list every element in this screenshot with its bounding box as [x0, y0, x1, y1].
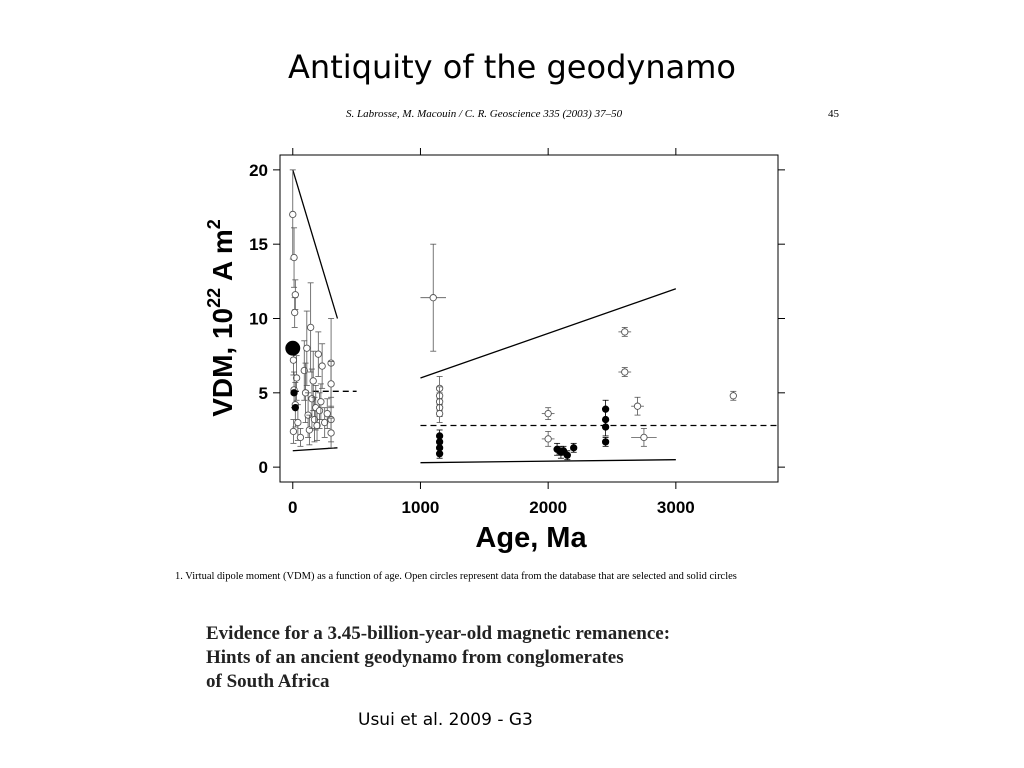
- open-data-point: [289, 356, 298, 364]
- y-tick-label: 10: [249, 310, 268, 329]
- open-data-point: [640, 433, 648, 442]
- open-data-point: [294, 418, 302, 427]
- solid-data-point: [601, 438, 610, 446]
- envelope-line: [292, 447, 338, 452]
- paper-title-line: Evidence for a 3.45-billion-year-old mag…: [206, 623, 671, 644]
- chart-points: [285, 169, 737, 461]
- y-tick-label: 0: [259, 458, 268, 477]
- chart-axes: 0 1000 2000 3000 0 5 10 15 20: [249, 148, 785, 517]
- open-data-point: [289, 210, 297, 219]
- figure-caption: 1. Virtual dipole moment (VDM) as a func…: [175, 571, 737, 582]
- y-axis-label-unit-exponent: 2: [204, 219, 224, 229]
- y-axis-label-exponent: 22: [204, 288, 224, 308]
- open-data-point: [633, 402, 642, 410]
- paper-title-line: of South Africa: [206, 671, 330, 692]
- y-axis-label: VDM, 1022 A m2: [204, 219, 238, 417]
- open-data-point: [296, 433, 305, 442]
- open-data-point: [544, 435, 552, 443]
- y-axis-label-unit: A m: [207, 229, 238, 288]
- envelope-line: [420, 288, 677, 379]
- open-data-point: [306, 323, 315, 332]
- x-axis-label: Age, Ma: [475, 522, 587, 554]
- open-data-point: [315, 407, 324, 415]
- paper-header-citation: S. Labrosse, M. Macouin / C. R. Geoscien…: [346, 108, 623, 120]
- solid-data-point: [601, 423, 610, 431]
- y-tick-label: 15: [249, 235, 268, 254]
- y-tick-label: 20: [249, 161, 268, 180]
- open-data-point: [729, 392, 737, 400]
- envelope-line: [420, 459, 676, 464]
- slide-title: Antiquity of the geodynamo: [288, 48, 736, 86]
- x-tick-label: 2000: [529, 498, 567, 517]
- chart-lines: [292, 169, 778, 464]
- open-data-point: [621, 368, 629, 376]
- open-data-point: [290, 253, 298, 262]
- open-data-point: [289, 427, 298, 436]
- open-data-point: [318, 362, 326, 370]
- paper-title: Evidence for a 3.45-billion-year-old mag…: [206, 622, 866, 694]
- x-tick-label: 1000: [402, 498, 440, 517]
- paper-title-line: Hints of an ancient geodynamo from congl…: [206, 647, 624, 668]
- open-data-point: [317, 398, 325, 406]
- solid-data-point: [570, 444, 578, 452]
- open-data-point: [621, 328, 629, 336]
- x-tick-label: 3000: [657, 498, 695, 517]
- envelope-line: [292, 169, 339, 319]
- open-data-point: [544, 409, 552, 418]
- open-data-point: [429, 294, 437, 302]
- plot-frame: [279, 154, 779, 483]
- citation: Usui et al. 2009 - G3: [358, 710, 533, 730]
- open-data-point: [435, 409, 444, 418]
- y-tick-label: 5: [259, 384, 268, 403]
- open-data-point: [323, 409, 331, 418]
- open-data-point: [303, 344, 311, 352]
- solid-data-point: [563, 451, 571, 459]
- solid-data-point: [285, 340, 301, 356]
- open-data-point: [292, 374, 301, 382]
- open-data-point: [321, 418, 329, 427]
- paper-header-page-number: 45: [828, 108, 839, 120]
- open-data-point: [309, 377, 317, 385]
- open-data-point: [327, 380, 335, 388]
- open-data-point: [314, 350, 322, 358]
- x-tick-label: 0: [288, 498, 297, 517]
- open-data-point: [291, 308, 299, 317]
- open-data-point: [291, 291, 299, 299]
- open-data-point: [327, 429, 335, 437]
- solid-data-point: [435, 450, 444, 458]
- solid-data-point: [291, 404, 299, 412]
- solid-data-point: [290, 389, 298, 397]
- y-axis-label-main: VDM, 10: [207, 308, 238, 417]
